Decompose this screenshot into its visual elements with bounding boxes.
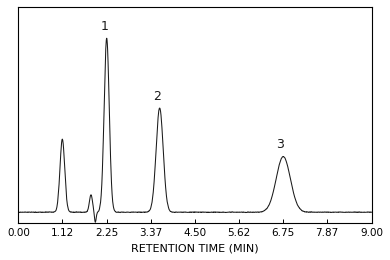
X-axis label: RETENTION TIME (MIN): RETENTION TIME (MIN) bbox=[131, 243, 259, 253]
Text: 2: 2 bbox=[153, 90, 161, 103]
Text: 3: 3 bbox=[277, 138, 284, 151]
Text: 1: 1 bbox=[101, 20, 109, 33]
